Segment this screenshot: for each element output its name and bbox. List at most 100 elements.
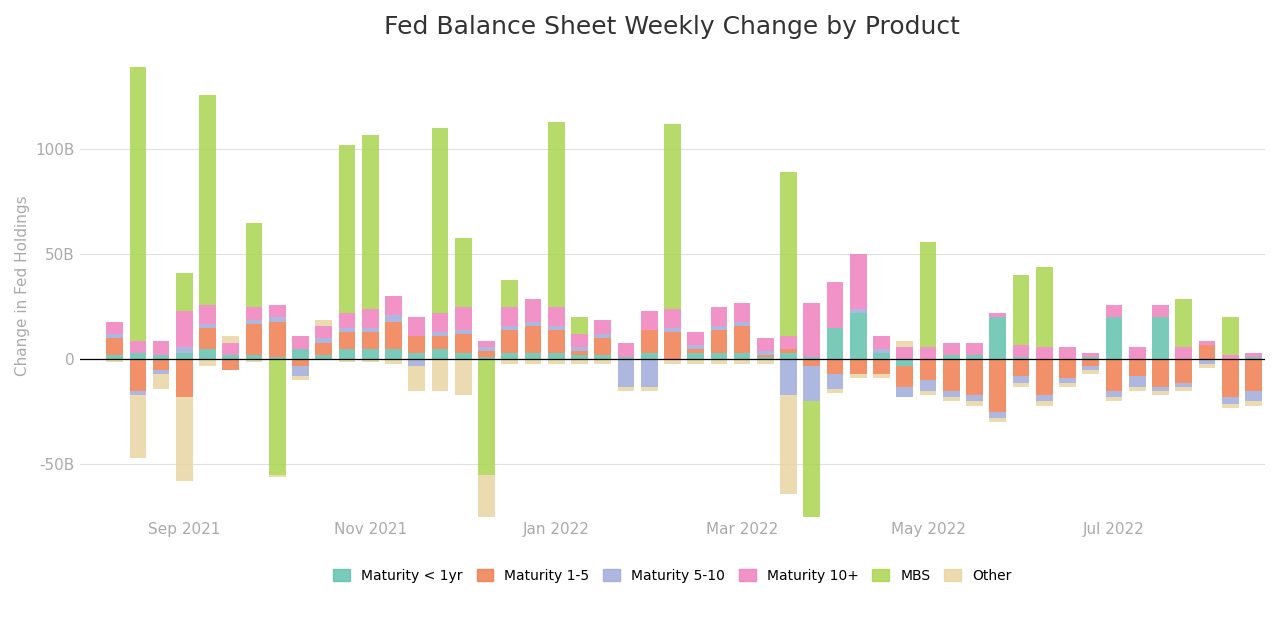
Bar [1106, 305, 1123, 317]
Bar [710, 326, 727, 330]
Bar [1175, 347, 1192, 360]
Bar [1129, 360, 1146, 376]
Legend: Maturity < 1yr, Maturity 1-5, Maturity 5-10, Maturity 10+, MBS, Other: Maturity < 1yr, Maturity 1-5, Maturity 5… [328, 563, 1016, 588]
Bar [502, 360, 518, 363]
Bar [385, 349, 402, 360]
Bar [966, 343, 983, 355]
Bar [1059, 378, 1075, 383]
Bar [525, 360, 541, 363]
Bar [873, 349, 890, 353]
Bar [339, 328, 356, 332]
Bar [571, 317, 588, 334]
Bar [315, 326, 333, 338]
Bar [1059, 383, 1075, 387]
Bar [1012, 345, 1029, 357]
Bar [200, 95, 216, 305]
Bar [1106, 397, 1123, 401]
Bar [106, 334, 123, 338]
Bar [292, 366, 308, 376]
Bar [385, 296, 402, 315]
Bar [1036, 360, 1052, 395]
Bar [223, 360, 239, 370]
Bar [339, 360, 356, 362]
Bar [781, 349, 797, 353]
Bar [431, 360, 448, 391]
Bar [106, 360, 123, 362]
Bar [617, 343, 635, 357]
Bar [873, 374, 890, 378]
Bar [1152, 317, 1169, 360]
Bar [339, 313, 356, 328]
Bar [152, 355, 169, 360]
Bar [687, 360, 704, 363]
Bar [362, 349, 379, 360]
Bar [710, 360, 727, 363]
Bar [571, 334, 588, 347]
Bar [269, 317, 285, 322]
Bar [781, 337, 797, 349]
Bar [850, 309, 867, 313]
Bar [804, 360, 820, 366]
Bar [687, 345, 704, 349]
Bar [1175, 387, 1192, 391]
Bar [454, 238, 471, 307]
Bar [827, 389, 844, 393]
Bar [943, 397, 960, 401]
Bar [804, 531, 820, 536]
Bar [1222, 360, 1239, 397]
Bar [431, 332, 448, 337]
Bar [966, 401, 983, 406]
Bar [571, 351, 588, 355]
Bar [408, 360, 425, 366]
Bar [919, 391, 937, 395]
Bar [548, 307, 564, 326]
Bar [502, 353, 518, 360]
Bar [454, 360, 471, 395]
Bar [479, 475, 495, 580]
Bar [617, 387, 635, 391]
Bar [1152, 360, 1169, 387]
Bar [502, 326, 518, 330]
Bar [756, 360, 773, 363]
Bar [1036, 267, 1052, 347]
Bar [454, 330, 471, 334]
Bar [1083, 360, 1100, 366]
Bar [246, 319, 262, 324]
Bar [431, 313, 448, 332]
Bar [479, 340, 495, 347]
Bar [1036, 395, 1052, 401]
Bar [641, 360, 658, 387]
Bar [733, 360, 750, 363]
Bar [362, 328, 379, 332]
Bar [710, 307, 727, 326]
Bar [896, 347, 913, 360]
Bar [362, 332, 379, 349]
Bar [896, 360, 913, 366]
Bar [1175, 360, 1192, 383]
Bar [1129, 387, 1146, 391]
Bar [385, 360, 402, 363]
Bar [756, 357, 773, 360]
Bar [548, 360, 564, 363]
Bar [129, 395, 146, 458]
Bar [129, 67, 146, 340]
Bar [1245, 353, 1262, 357]
Bar [479, 351, 495, 357]
Bar [1083, 357, 1100, 360]
Bar [246, 307, 262, 319]
Bar [989, 419, 1006, 422]
Bar [200, 328, 216, 349]
Bar [733, 353, 750, 360]
Bar [733, 303, 750, 322]
Bar [989, 360, 1006, 412]
Bar [502, 330, 518, 353]
Bar [804, 303, 820, 357]
Bar [408, 317, 425, 337]
Bar [177, 353, 193, 360]
Bar [1059, 360, 1075, 378]
Bar [571, 347, 588, 351]
Bar [1175, 299, 1192, 347]
Bar [502, 307, 518, 326]
Bar [152, 340, 169, 355]
Bar [896, 340, 913, 347]
